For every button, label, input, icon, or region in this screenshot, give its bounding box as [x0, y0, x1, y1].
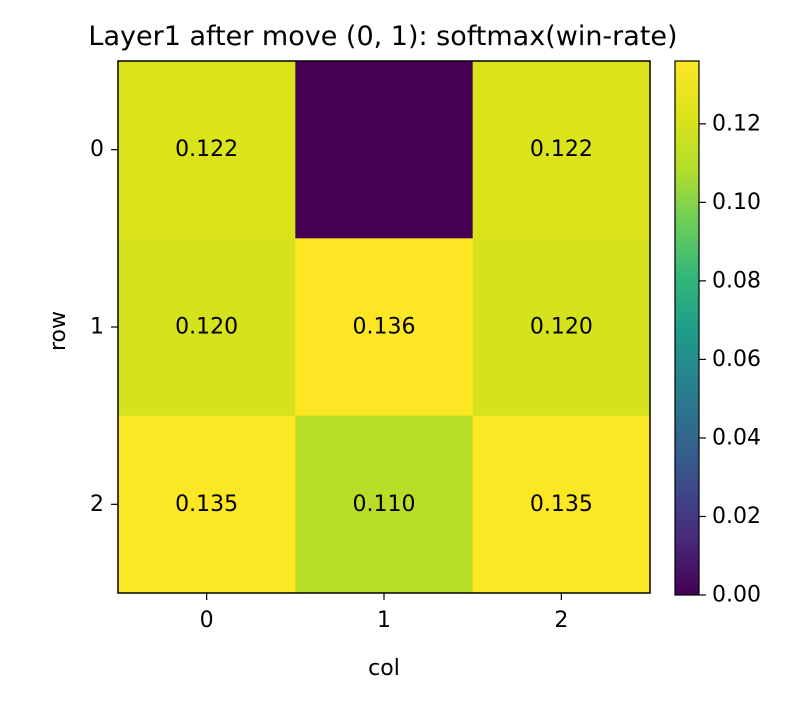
colorbar-tick-label: 0.06 — [712, 347, 761, 372]
cell-value-label-r1-c0: 0.120 — [175, 315, 238, 340]
colorbar-tick-label: 0.08 — [712, 268, 761, 293]
x-tick-label: 2 — [554, 608, 568, 633]
heatmap-cell-r1-c0 — [118, 238, 296, 417]
y-tick-label: 1 — [90, 315, 104, 340]
heatmap-cell-r1-c2 — [472, 238, 651, 417]
heatmap-cell-r0-c0 — [118, 61, 296, 239]
heatmap-cell-r0-c2 — [472, 61, 651, 239]
x-axis: 0 1 2 — [200, 593, 568, 633]
colorbar-tick-label: 0.10 — [712, 190, 761, 215]
cell-value-label-r2-c1: 0.110 — [353, 492, 416, 517]
y-tick-label: 2 — [90, 492, 104, 517]
colorbar-tick-label: 0.12 — [712, 111, 761, 136]
cell-value-label-r1-c1: 0.136 — [353, 315, 416, 340]
cell-value-label-r0-c0: 0.122 — [175, 137, 238, 162]
heatmap-cell-r2-c1 — [295, 415, 474, 594]
cell-value-label-r1-c2: 0.120 — [530, 315, 593, 340]
x-axis-label: col — [368, 656, 400, 681]
cell-value-label-r2-c2: 0.135 — [530, 492, 593, 517]
colorbar-tick-label: 0.00 — [712, 583, 761, 608]
x-tick-label: 0 — [200, 608, 214, 633]
heatmap-cells — [118, 61, 651, 594]
cell-value-label-r0-c2: 0.122 — [530, 137, 593, 162]
cell-value-label-r2-c0: 0.135 — [175, 492, 238, 517]
chart-title: Layer1 after move (0, 1): softmax(win-ra… — [88, 21, 677, 52]
y-axis: 0 1 2 — [90, 137, 118, 517]
heatmap-cell-r2-c2 — [472, 415, 651, 594]
heatmap-cell-r0-c1 — [295, 61, 474, 239]
colorbar-tick-label: 0.02 — [712, 504, 761, 529]
x-tick-label: 1 — [377, 608, 391, 633]
y-axis-label: row — [46, 311, 71, 351]
heatmap-cell-labels: 0.122 0.122 0.120 0.136 0.120 0.135 0.110 0.135 — [175, 137, 593, 517]
colorbar-tick-label: 0.04 — [712, 425, 761, 450]
colorbar — [674, 60, 700, 596]
y-tick-label: 0 — [90, 137, 104, 162]
heatmap-cell-r1-c1 — [295, 238, 474, 417]
heatmap-cell-r2-c0 — [118, 415, 296, 594]
colorbar-axis: 0.00 0.02 0.04 0.06 0.08 0.10 0.12 — [699, 111, 761, 608]
